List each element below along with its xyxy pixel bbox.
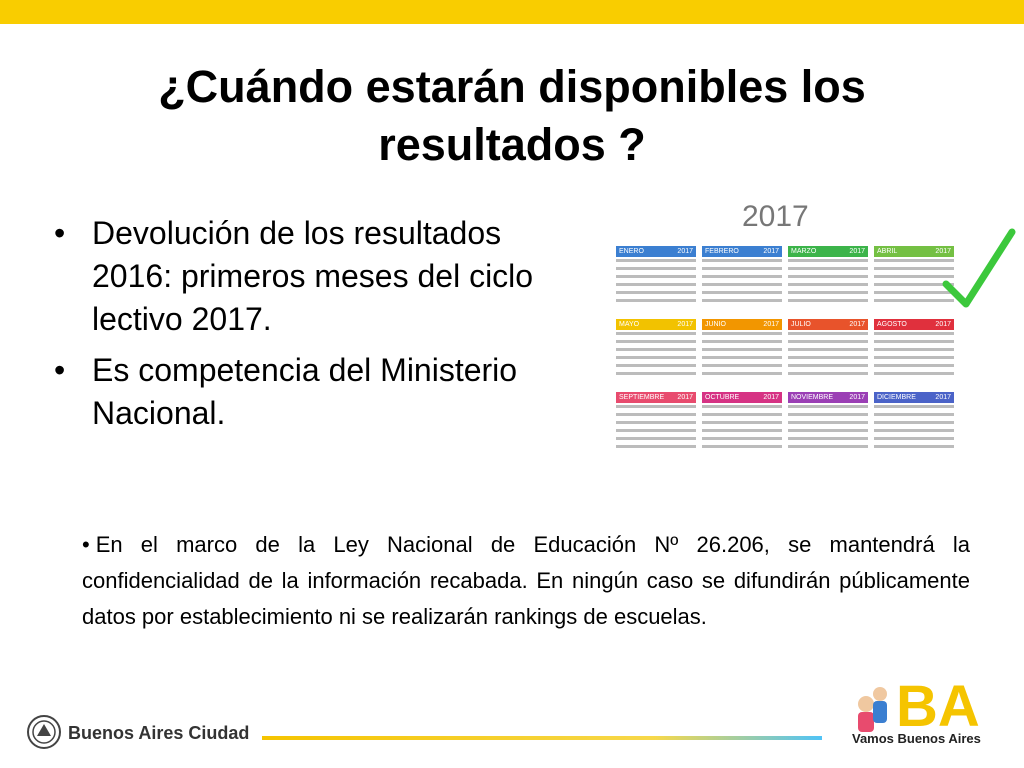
month-header: MAYO 2017 (616, 319, 696, 330)
month-year: 2017 (677, 394, 693, 401)
month-name: ENERO (619, 248, 644, 255)
month-name: FEBRERO (705, 248, 739, 255)
checkmark-icon (942, 228, 1016, 308)
month-days (874, 405, 954, 451)
footer-divider (262, 736, 822, 740)
bullet-list: • Devolución de los resultados 2016: prim… (50, 212, 590, 443)
calendar-month: OCTUBRE 2017 (702, 392, 782, 451)
top-accent-bar (0, 0, 1024, 24)
calendar-month: MARZO 2017 (788, 246, 868, 305)
bullet-item: • Es competencia del Ministerio Nacional. (50, 349, 590, 435)
city-seal-icon: Buenos Aires Ciudad (27, 715, 249, 749)
month-days (702, 405, 782, 451)
month-days (874, 332, 954, 378)
calendar-month: ENERO 2017 (616, 246, 696, 305)
month-year: 2017 (763, 394, 779, 401)
month-name: OCTUBRE (705, 394, 740, 401)
calendar-grid: ENERO 2017 FEBRERO 2017 MARZO 2017 ABRIL 2017 MA… (616, 246, 956, 451)
month-name: MARZO (791, 248, 817, 255)
month-days (874, 259, 954, 305)
month-days (616, 405, 696, 451)
calendar-month: JUNIO 2017 (702, 319, 782, 378)
month-header: OCTUBRE 2017 (702, 392, 782, 403)
bullet-text: Devolución de los resultados 2016: prime… (92, 215, 534, 337)
month-header: SEPTIEMBRE 2017 (616, 392, 696, 403)
month-days (788, 259, 868, 305)
month-name: MAYO (619, 321, 640, 328)
month-header: MARZO 2017 (788, 246, 868, 257)
calendar-image: 2017 ENERO 2017 FEBRERO 2017 MARZO 2017 ABRIL 2… (612, 200, 992, 451)
buenos-aires-ciudad-logo: Buenos Aires Ciudad (26, 712, 256, 757)
ba-mark-icon: BA (858, 674, 980, 739)
month-name: SEPTIEMBRE (619, 394, 665, 401)
calendar-month: SEPTIEMBRE 2017 (616, 392, 696, 451)
calendar-month: JULIO 2017 (788, 319, 868, 378)
month-year: 2017 (849, 248, 865, 255)
month-year: 2017 (677, 248, 693, 255)
note-paragraph: • En el marco de la Ley Nacional de Educa… (82, 527, 970, 635)
note-text: En el marco de la Ley Nacional de Educac… (82, 532, 970, 629)
month-days (616, 332, 696, 378)
month-header: FEBRERO 2017 (702, 246, 782, 257)
month-days (788, 405, 868, 451)
month-name: JUNIO (705, 321, 726, 328)
month-year: 2017 (935, 321, 951, 328)
calendar-month: DICIEMBRE 2017 (874, 392, 954, 451)
calendar-month: ABRIL 2017 (874, 246, 954, 305)
month-name: AGOSTO (877, 321, 907, 328)
calendar-year: 2017 (742, 200, 809, 233)
month-days (616, 259, 696, 305)
slide-title: ¿Cuándo estarán disponibles los resultad… (158, 61, 866, 170)
month-year: 2017 (677, 321, 693, 328)
month-days (788, 332, 868, 378)
calendar-month: FEBRERO 2017 (702, 246, 782, 305)
month-header: JULIO 2017 (788, 319, 868, 330)
month-header: AGOSTO 2017 (874, 319, 954, 330)
right-logo-text: Vamos Buenos Aires (852, 731, 981, 746)
month-header: ENERO 2017 (616, 246, 696, 257)
vamos-buenos-aires-logo: BA (844, 664, 1014, 754)
calendar-month: NOVIEMBRE 2017 (788, 392, 868, 451)
month-year: 2017 (763, 321, 779, 328)
bullet-text: Es competencia del Ministerio Nacional. (92, 352, 518, 431)
month-header: JUNIO 2017 (702, 319, 782, 330)
month-days (702, 332, 782, 378)
month-name: NOVIEMBRE (791, 394, 834, 401)
month-header: ABRIL 2017 (874, 246, 954, 257)
bullet-icon: • (54, 352, 66, 388)
month-name: JULIO (791, 321, 811, 328)
month-header: DICIEMBRE 2017 (874, 392, 954, 403)
month-year: 2017 (763, 248, 779, 255)
bullet-icon: • (54, 215, 66, 251)
calendar-month: MAYO 2017 (616, 319, 696, 378)
month-year: 2017 (849, 321, 865, 328)
ba-mark-text: BA (896, 674, 980, 739)
month-header: NOVIEMBRE 2017 (788, 392, 868, 403)
bullet-icon: • (82, 532, 90, 557)
month-days (702, 259, 782, 305)
month-year: 2017 (935, 248, 951, 255)
month-year: 2017 (935, 394, 951, 401)
month-year: 2017 (849, 394, 865, 401)
bullet-item: • Devolución de los resultados 2016: prim… (50, 212, 590, 341)
month-name: DICIEMBRE (877, 394, 916, 401)
calendar-month: AGOSTO 2017 (874, 319, 954, 378)
left-logo-text: Buenos Aires Ciudad (68, 723, 249, 743)
month-name: ABRIL (877, 248, 898, 255)
